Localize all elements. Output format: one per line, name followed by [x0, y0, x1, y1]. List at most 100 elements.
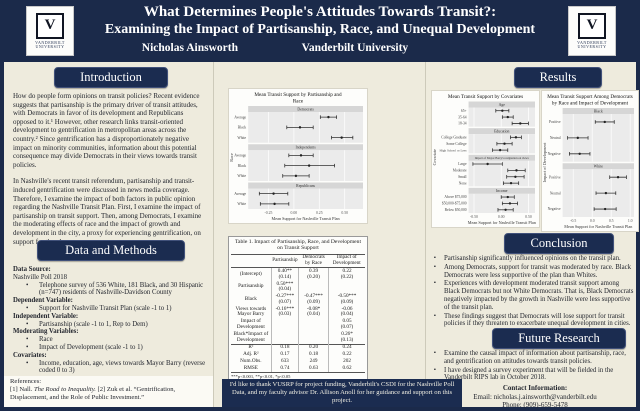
section-heading-results: Results — [514, 67, 602, 88]
affiliation: Vanderbilt University — [301, 42, 409, 54]
svg-text:Impact of Development: Impact of Development — [542, 142, 547, 183]
svg-text:Education: Education — [494, 130, 509, 134]
section-heading-future-research: Future Research — [492, 328, 626, 349]
table-row-label: Black — [244, 295, 257, 302]
svg-text:Impact of Mayor Barry's resign: Impact of Mayor Barry's resignation on v… — [475, 156, 530, 160]
conclusion-item: These findings suggest that Democrats wi… — [432, 313, 636, 329]
table-cell: -0.27*** (0.07) — [270, 293, 299, 307]
logo-wordmark: VANDERBILT UNIVERSITY — [577, 40, 607, 50]
references: References: [1] Nall. The Road to Inequa… — [4, 376, 213, 407]
vanderbilt-logo-left: V VANDERBILT UNIVERSITY — [26, 6, 74, 56]
regression-table-panel: Table 1. Impact of Partisanship, Race, a… — [228, 236, 368, 386]
dm-bullet: Support for Nashville Transit Plan (scal… — [13, 305, 208, 313]
table-caption: Table 1. Impact of Partisanship, Race, a… — [234, 239, 362, 252]
table-cell — [328, 281, 365, 294]
svg-text:0.50: 0.50 — [341, 211, 348, 215]
table-cell: 0.18 — [298, 351, 329, 359]
chart-covariates: Mean Transit Support by Covariates Age 65+… — [431, 90, 540, 228]
table-cell: 0.63 — [298, 365, 329, 374]
poster-body: Introduction How do people form opinions… — [4, 62, 639, 410]
future-item: Examine the causal impact of information… — [432, 350, 636, 366]
svg-text:Covariate: Covariate — [432, 149, 437, 165]
ref-2: [2] Zuk et al. “Gentrification, Displace… — [10, 386, 176, 401]
poster-header: V VANDERBILT UNIVERSITY V VANDERBILT UNIVE… — [0, 0, 640, 62]
svg-text:White: White — [237, 202, 246, 206]
svg-text:1.0: 1.0 — [628, 219, 633, 223]
svg-text:Neutral: Neutral — [550, 136, 561, 140]
table-cell: 202 — [328, 358, 365, 366]
svg-text:White: White — [594, 165, 604, 169]
conclusion-list: Partisanship significantly influenced op… — [432, 255, 636, 329]
svg-text:-0.5: -0.5 — [570, 219, 576, 223]
table-row: R² 0.18 0.20 0.24 — [231, 343, 365, 352]
table-cell: 0.20 — [298, 343, 329, 352]
table-cell — [270, 318, 299, 332]
svg-text:0.00: 0.00 — [291, 211, 298, 215]
references-text: [1] Nall. The Road to Inequality. [2] Zu… — [10, 386, 207, 402]
svg-text:Race: Race — [229, 153, 234, 162]
logo-line1: VANDERBILT — [35, 39, 65, 45]
column-divider-2 — [425, 62, 426, 407]
section-heading-conclusion: Conclusion — [504, 233, 614, 254]
table-row-label: Partisanship — [238, 283, 264, 290]
conclusion-item: Partisanship significantly influenced op… — [432, 255, 636, 263]
dm-bullet: Income, education, age, views towards Ma… — [13, 360, 208, 376]
svg-text:Mean Support for Nashville Tra: Mean Support for Nashville Transit Plan — [272, 216, 341, 221]
conclusion-item: Among Democrats, support for transit was… — [432, 264, 636, 280]
svg-text:Moderate: Moderate — [453, 169, 467, 173]
svg-text:White: White — [237, 174, 246, 178]
poster-title: What Determines People's Attitudes Towar… — [80, 4, 560, 38]
table-cell — [298, 331, 329, 345]
dm-data-source-label: Data Source: — [13, 266, 51, 273]
col-header-3: Impact of Development — [328, 253, 365, 269]
svg-text:White: White — [237, 136, 246, 140]
logo-line2: UNIVERSITY — [35, 44, 65, 49]
table-cell: 0.05 (0.07) — [328, 318, 365, 332]
intro-paragraph-2: In Nashville's recent transit referendum… — [13, 177, 202, 246]
intro-paragraph-1: How do people form opinions on transit p… — [13, 92, 200, 169]
svg-text:Income: Income — [496, 189, 508, 193]
column-introduction: Introduction How do people form opinions… — [4, 62, 213, 407]
table-cell — [298, 281, 329, 294]
table-row-label: Impact of Development — [236, 318, 265, 331]
table-row: Black -0.27*** (0.07) -0.47*** (0.09) -0.50… — [231, 293, 365, 307]
contact-info: Contact Information: Email: nicholas.j.a… — [432, 384, 638, 410]
svg-text:Above $75,000: Above $75,000 — [444, 195, 466, 200]
table-row-label: Adj. R² — [243, 351, 259, 358]
svg-text:Some College: Some College — [446, 142, 467, 146]
table-row: RMSE 0.74 0.63 0.62 — [231, 365, 365, 374]
introduction-text: How do people form opinions on transit p… — [13, 92, 207, 254]
table-cell: 0.18 — [270, 343, 299, 352]
table-row: (Intercept) 0.40** (0.14) 0.39 (0.20) 0.22 … — [231, 267, 365, 281]
vanderbilt-v-icon: V — [36, 12, 64, 39]
data-methods-text: Data Source: Nashville Poll 2018 Telepho… — [13, 266, 208, 375]
column-divider-1 — [213, 62, 214, 407]
dm-dependent-label: Dependent Variable: — [13, 297, 73, 305]
svg-text:Negative: Negative — [548, 152, 561, 156]
table-cell: -0.47*** (0.09) — [298, 293, 329, 307]
table-row-label: Num.Obs. — [240, 358, 262, 365]
contact-phone: Phone: (909)-659-5478 — [502, 401, 568, 410]
author-name: Nicholas Ainsworth — [141, 42, 238, 54]
svg-text:Below $50,000: Below $50,000 — [445, 208, 467, 213]
contact-email: Email: nicholas.j.ainsworth@vanderbilt.e… — [473, 392, 597, 401]
title-line-2: Examining the Impact of Partisanship, Ra… — [104, 22, 536, 37]
table-cell: 0.50*** (0.04) — [270, 281, 299, 294]
svg-text:Black: Black — [594, 109, 603, 113]
table-cell: 0.39 (0.20) — [298, 267, 329, 281]
svg-text:Positive: Positive — [549, 120, 561, 124]
regression-table: Partisanship Democrats by Race Impact of… — [231, 253, 365, 374]
svg-text:65+: 65+ — [461, 109, 467, 113]
section-heading-introduction: Introduction — [54, 67, 168, 88]
table-cell: 0.62 — [328, 365, 365, 374]
svg-text:Average: Average — [234, 115, 246, 119]
references-label: References: — [10, 378, 42, 385]
svg-text:Neutral: Neutral — [550, 191, 561, 195]
svg-text:Mean Transit Support by Covari: Mean Transit Support by Covariates — [448, 94, 523, 100]
col-header-0 — [231, 253, 272, 269]
ref-1-title: The Road to Inequality. — [34, 386, 96, 393]
table-cell — [270, 331, 299, 345]
acknowledgment-box: I'd like to thank VUSRP for project fund… — [222, 379, 462, 407]
table-row-label: RMSE — [231, 365, 272, 374]
table-cell: 0.40** (0.14) — [270, 267, 299, 281]
